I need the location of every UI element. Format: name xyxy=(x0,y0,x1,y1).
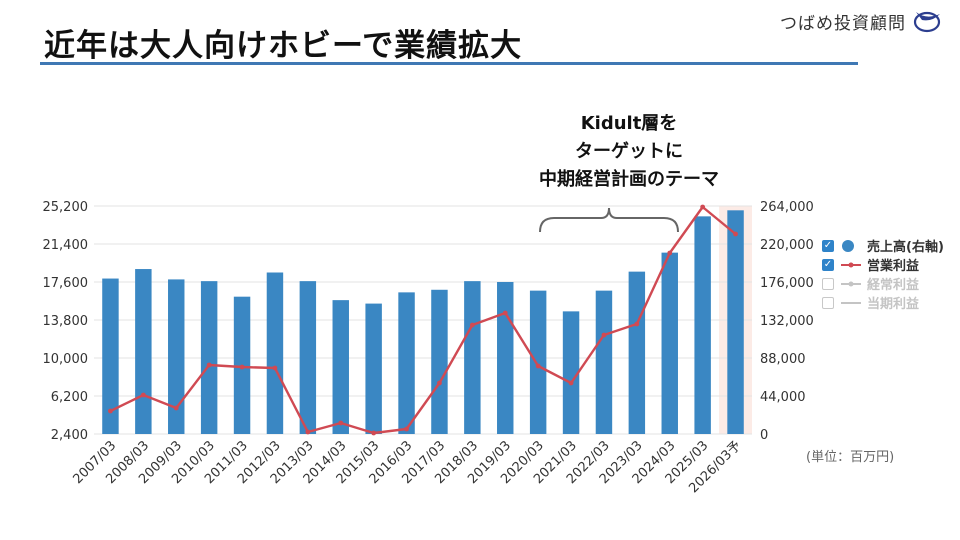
operating-profit-point xyxy=(239,364,245,370)
title-underline xyxy=(40,62,858,65)
y-left-tick-label: 13,800 xyxy=(43,314,89,329)
line-dot-marker-icon xyxy=(840,259,862,271)
line-dot-marker-icon xyxy=(840,278,862,290)
bar xyxy=(135,269,152,434)
y-right-tick-label: 220,000 xyxy=(760,238,814,253)
bar xyxy=(727,210,744,434)
curly-brace xyxy=(539,207,679,233)
y-left-tick-label: 2,400 xyxy=(51,428,88,443)
bar xyxy=(332,300,349,434)
callout-line-2: ターゲットに xyxy=(575,141,683,162)
y-right-tick-label: 44,000 xyxy=(760,390,806,405)
operating-profit-point xyxy=(700,204,706,210)
y-right-tick-label: 176,000 xyxy=(760,276,814,291)
y-left-tick-label: 25,200 xyxy=(43,200,89,215)
legend-item-net-profit[interactable]: 当期利益 xyxy=(822,293,944,312)
operating-profit-point xyxy=(140,392,146,398)
operating-profit-point xyxy=(305,429,311,435)
bar xyxy=(299,281,317,434)
callout-line-1: Kidult層を xyxy=(580,113,678,134)
legend-label: 営業利益 xyxy=(867,259,920,274)
legend-label: 当期利益 xyxy=(867,297,920,312)
y-left-tick-label: 6,200 xyxy=(51,390,88,405)
callout-line-3: 中期経営計画のテーマ xyxy=(539,169,719,190)
bar xyxy=(595,290,613,434)
checkbox-unchecked-icon[interactable] xyxy=(822,296,834,309)
bar xyxy=(562,311,580,434)
bar xyxy=(661,252,678,434)
bar xyxy=(102,278,119,434)
y-right-tick-label: 0 xyxy=(760,428,768,443)
operating-profit-point xyxy=(371,430,377,436)
bar xyxy=(168,279,185,434)
operating-profit-point xyxy=(404,426,409,432)
operating-profit-point xyxy=(469,322,475,328)
y-left-tick-label: 10,000 xyxy=(43,352,89,367)
legend-item-operating-profit[interactable]: ✓ 営業利益 xyxy=(822,255,944,274)
bar xyxy=(694,216,711,434)
legend-item-ordinary-profit[interactable]: 経常利益 xyxy=(822,274,944,293)
line-marker-icon xyxy=(840,297,862,309)
operating-profit-point xyxy=(634,321,640,327)
operating-profit-point xyxy=(535,363,541,369)
operating-profit-point xyxy=(173,405,179,411)
bar xyxy=(365,303,382,434)
legend-label: 経常利益 xyxy=(867,278,920,293)
bar xyxy=(431,289,448,434)
operating-profit-point xyxy=(206,362,212,368)
callout: Kidult層を ターゲットに 中期経営計画のテーマ xyxy=(500,110,758,194)
operating-profit-point xyxy=(338,420,344,426)
bar xyxy=(529,290,547,434)
operating-profit-line xyxy=(109,205,737,435)
y-left-tick-label: 21,400 xyxy=(43,238,89,253)
bar xyxy=(398,292,415,434)
bar xyxy=(497,282,514,434)
operating-profit-point xyxy=(601,332,607,338)
y-left-tick-label: 17,600 xyxy=(43,276,89,291)
bar xyxy=(200,281,218,434)
checkbox-checked-icon[interactable]: ✓ xyxy=(822,258,834,271)
checkbox-unchecked-icon[interactable] xyxy=(822,277,834,290)
operating-profit-point xyxy=(568,380,574,386)
checkbox-checked-icon[interactable]: ✓ xyxy=(822,239,834,252)
operating-profit-point xyxy=(733,231,738,237)
legend-item-sales[interactable]: ✓ 売上高(右軸) xyxy=(822,236,944,255)
legend-label: 売上高(右軸) xyxy=(867,240,944,255)
bar xyxy=(628,271,646,434)
unit-note: (単位：百万円) xyxy=(806,450,895,465)
brand: つばめ投資顧問 xyxy=(780,8,942,34)
y-right-tick-label: 88,000 xyxy=(760,352,806,367)
operating-profit-point xyxy=(437,380,442,386)
swallow-logo-icon xyxy=(913,11,941,33)
operating-profit-point xyxy=(667,250,673,256)
y-right-tick-label: 132,000 xyxy=(760,314,814,329)
bar xyxy=(266,272,284,434)
bar xyxy=(464,281,481,434)
brand-name: つばめ投資顧問 xyxy=(780,13,906,34)
legend: ✓ 売上高(右軸) ✓ 営業利益 経常利益 当期利益 xyxy=(822,236,944,312)
circle-marker-icon xyxy=(840,239,862,252)
y-right-tick-label: 264,000 xyxy=(760,200,814,215)
page-title: 近年は大人向けホビーで業績拡大 xyxy=(44,28,523,64)
operating-profit-point xyxy=(502,310,508,316)
operating-profit-point xyxy=(272,365,278,371)
operating-profit-point xyxy=(108,408,113,414)
